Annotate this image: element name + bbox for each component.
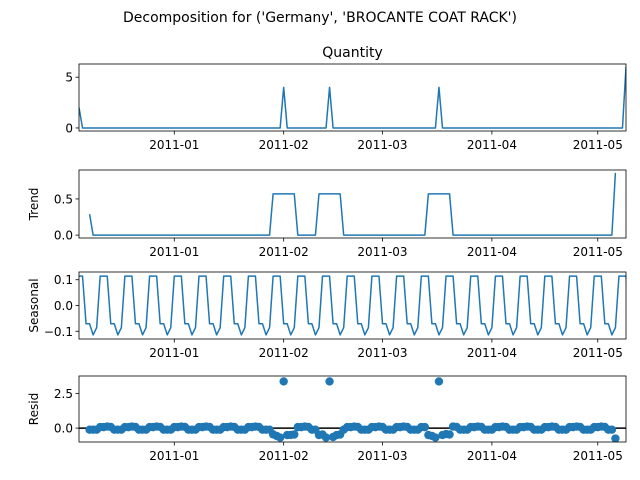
seasonal-ytick-label: 0.1 bbox=[54, 273, 73, 287]
quantity-axes-frame bbox=[78, 63, 627, 132]
trend-xtick-label: 2011-05 bbox=[573, 245, 623, 259]
resid-ylabel: Resid bbox=[27, 393, 41, 425]
seasonal-xtick-label: 2011-02 bbox=[259, 346, 309, 360]
quantity-ytick-label: 5 bbox=[65, 71, 73, 85]
resid-ytick-label: 2.5 bbox=[54, 387, 73, 401]
resid-point bbox=[607, 425, 617, 434]
resid-xtick-label: 2011-04 bbox=[467, 449, 517, 463]
seasonal-panel: −0.1 0.0 0.1 2011-01 2011-02 2011-03 2011-04 20… bbox=[27, 271, 627, 360]
seasonal-axes-frame bbox=[78, 271, 627, 340]
seasonal-xtick-label: 2011-03 bbox=[357, 346, 407, 360]
resid-point bbox=[611, 434, 620, 442]
trend-axes-frame bbox=[78, 169, 627, 239]
trend-panel: 0.0 0.5 2011-01 2011-02 2011-03 2011-04 2011-0… bbox=[27, 169, 627, 259]
quantity-xtick-label: 2011-04 bbox=[467, 138, 517, 152]
resid-point bbox=[290, 430, 299, 439]
quantity-xtick-label: 2011-05 bbox=[573, 138, 623, 152]
subplot-panels: 0 5 2011-01 2011-02 2011-03 2011-04 2011-05 Qua… bbox=[27, 45, 627, 463]
seasonal-xtick-label: 2011-01 bbox=[149, 346, 199, 360]
quantity-xtick-label: 2011-03 bbox=[357, 138, 407, 152]
trend-xtick-label: 2011-03 bbox=[357, 245, 407, 259]
trend-xtick-label: 2011-01 bbox=[149, 245, 199, 259]
resid-point bbox=[325, 377, 334, 386]
resid-point bbox=[431, 433, 440, 442]
quantity-series-line bbox=[79, 67, 626, 129]
seasonal-ylabel: Seasonal bbox=[27, 278, 41, 332]
resid-xtick-label: 2011-03 bbox=[357, 449, 407, 463]
resid-xtick-label: 2011-02 bbox=[259, 449, 309, 463]
resid-xtick-label: 2011-01 bbox=[149, 449, 199, 463]
trend-series-line bbox=[88, 172, 617, 236]
quantity-xtick-label: 2011-02 bbox=[259, 138, 309, 152]
trend-ytick-label: 0.5 bbox=[54, 192, 73, 206]
resid-axes-frame bbox=[78, 375, 627, 443]
resid-point bbox=[445, 430, 454, 439]
trend-plot-area bbox=[88, 172, 617, 236]
quantity-title: Quantity bbox=[322, 45, 383, 61]
quantity-ytick-label: 0 bbox=[65, 121, 73, 135]
resid-point bbox=[434, 377, 444, 386]
resid-point bbox=[275, 433, 285, 442]
seasonal-ytick-label: −0.1 bbox=[44, 325, 73, 339]
resid-point bbox=[279, 377, 288, 386]
seasonal-ytick-label: 0.0 bbox=[54, 299, 73, 313]
seasonal-xtick-label: 2011-04 bbox=[467, 346, 517, 360]
seasonal-xtick-label: 2011-05 bbox=[573, 346, 623, 360]
quantity-plot-area bbox=[79, 67, 626, 129]
seasonal-series-line bbox=[79, 275, 626, 336]
resid-xtick-label: 2011-05 bbox=[573, 449, 623, 463]
trend-xtick-label: 2011-02 bbox=[259, 245, 309, 259]
resid-plot-area bbox=[79, 377, 626, 442]
trend-ylabel: Trend bbox=[27, 188, 41, 222]
trend-ytick-label: 0.0 bbox=[54, 229, 73, 243]
resid-panel: 0.0 2.5 2011-01 2011-02 2011-03 2011-04 2011-0… bbox=[27, 375, 627, 463]
resid-point bbox=[420, 422, 430, 432]
resid-point bbox=[321, 433, 331, 442]
quantity-xtick-label: 2011-01 bbox=[149, 138, 199, 152]
seasonal-plot-area bbox=[79, 275, 626, 336]
resid-ytick-label: 0.0 bbox=[54, 422, 73, 436]
quantity-panel: 0 5 2011-01 2011-02 2011-03 2011-04 2011-05 Qua… bbox=[65, 45, 627, 152]
trend-xtick-label: 2011-04 bbox=[467, 245, 517, 259]
figure-suptitle: Decomposition for ('Germany', 'BROCANTE … bbox=[123, 10, 517, 26]
